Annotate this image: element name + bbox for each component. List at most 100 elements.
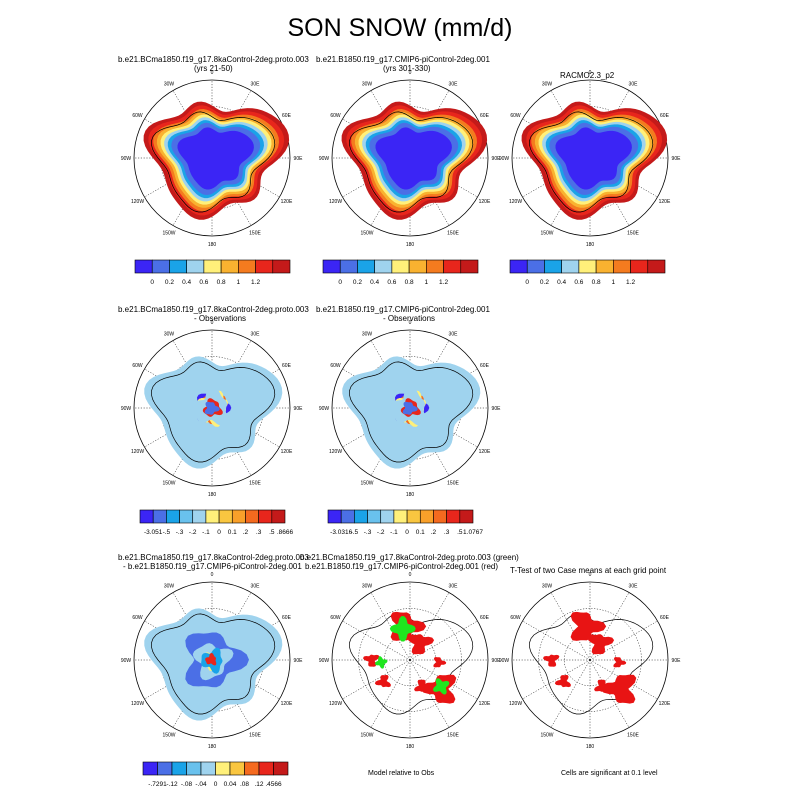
- longitude-label: 30W: [542, 82, 553, 88]
- colorbar-label: -.5: [163, 529, 171, 536]
- colorbar-label: 1.0767: [463, 529, 483, 536]
- colorbar-label: .4566: [265, 781, 282, 788]
- map-boundary: [133, 79, 291, 237]
- colorbar-label: -.2: [189, 529, 197, 536]
- colorbar-box: [238, 259, 256, 274]
- longitude-label: 180: [586, 744, 595, 750]
- longitude-label: 180: [208, 744, 217, 750]
- colorbar-panel-4: -3.051 -.5 -.3 -.2 -.1 0 0.1 .2 .3 .5.8666: [139, 509, 294, 536]
- longitude-label: 60W: [330, 113, 341, 119]
- colorbar-box: [157, 761, 173, 776]
- meridian-line: [144, 368, 213, 409]
- colorbar-box: [433, 509, 447, 524]
- longitude-label: 0: [211, 572, 214, 578]
- colorbar-label: .3: [256, 529, 262, 536]
- meridian-line: [342, 620, 411, 661]
- longitude-label: 180: [586, 242, 595, 248]
- longitude-label: 30E: [629, 584, 639, 590]
- longitude-label: 60E: [480, 615, 490, 621]
- longitude-label: 90W: [121, 156, 132, 162]
- coastline: [151, 613, 276, 715]
- sig-red-region: [433, 657, 447, 668]
- meridian-line: [589, 659, 630, 728]
- longitude-label: 30E: [449, 82, 459, 88]
- panel-6-title: b.e21.BCma1850.f19_g17.8kaControl-2deg.p…: [118, 553, 309, 571]
- longitude-label: 150W: [360, 230, 373, 236]
- meridian-line: [550, 157, 591, 226]
- meridian-line: [409, 407, 478, 448]
- latitude-circle: [538, 608, 642, 712]
- longitude-label: 60W: [330, 363, 341, 369]
- meridian-line: [172, 157, 213, 226]
- longitude-label: 150W: [540, 230, 553, 236]
- panel-3-title: RACMO2.3_p2: [560, 71, 615, 80]
- colorbar-box: [460, 259, 479, 274]
- meridian-line: [211, 659, 252, 728]
- colorbar-label: -3.0316: [330, 529, 352, 536]
- meridian-line: [144, 659, 213, 700]
- sig-red-region: [600, 674, 637, 704]
- colorbar-box: [244, 761, 260, 776]
- longitude-label: 90W: [319, 406, 330, 412]
- colorbar-label: 0.1: [416, 529, 425, 536]
- coastline: [151, 361, 276, 463]
- colorbar-label: .2: [431, 529, 437, 536]
- longitude-label: 90E: [492, 658, 502, 664]
- meridian-line: [144, 407, 213, 448]
- colorbar-label: 1: [612, 279, 616, 286]
- longitude-label: 180: [406, 744, 415, 750]
- longitude-label: 120W: [329, 701, 342, 707]
- colorbar-label: 0.04: [224, 781, 237, 788]
- meridian-line: [172, 659, 213, 728]
- sig-red-region: [374, 675, 391, 688]
- colorbar-label: -.1: [202, 529, 210, 536]
- significance-caption: Cells are significant at 0.1 level: [561, 770, 658, 777]
- colorbar-label: -3.051: [144, 529, 163, 536]
- colorbar-box: [200, 761, 216, 776]
- longitude-label: 150W: [162, 732, 175, 738]
- longitude-label: 30E: [251, 82, 261, 88]
- colorbar-label: -.08: [181, 781, 193, 788]
- longitude-label: 90W: [499, 658, 510, 664]
- colorbar-box: [340, 509, 355, 524]
- map-boundary: [331, 79, 489, 237]
- meridian-line: [409, 592, 450, 661]
- map-boundary: [331, 581, 489, 739]
- colorbar-label: .5: [457, 529, 463, 536]
- colorbar-label: 0: [150, 279, 154, 286]
- longitude-label: 60W: [510, 113, 521, 119]
- colorbar-label: 0: [217, 529, 221, 536]
- longitude-label: 120W: [131, 199, 144, 205]
- longitude-label: 0: [211, 70, 214, 76]
- colorbar-label: -.1: [390, 529, 398, 536]
- colorbar-box: [220, 259, 239, 274]
- meridian-line: [409, 659, 450, 728]
- sig-red-region: [586, 634, 615, 655]
- colorbar-box: [509, 259, 528, 274]
- colorbar-label: -.3: [176, 529, 184, 536]
- meridian-line: [589, 157, 658, 198]
- meridian-line: [211, 90, 252, 159]
- meridian-line: [589, 157, 630, 226]
- coastline: [349, 613, 474, 715]
- colorbar-label: 0: [214, 781, 218, 788]
- meridian-line: [172, 407, 213, 476]
- sig-red-region: [414, 679, 431, 692]
- sig-red-region: [554, 675, 571, 688]
- colorbar-label: 1.2: [439, 279, 448, 286]
- colorbar-label: 0.8: [405, 279, 414, 286]
- longitude-label: 30E: [629, 82, 639, 88]
- colorbar-label: 0.2: [353, 279, 362, 286]
- colorbar-box: [169, 259, 187, 274]
- longitude-label: 0: [409, 572, 412, 578]
- colorbar-box: [647, 259, 666, 274]
- longitude-label: 90E: [672, 658, 682, 664]
- meridian-line: [589, 90, 630, 159]
- colorbar-label: -.7291: [148, 781, 167, 788]
- longitude-label: 30E: [449, 584, 459, 590]
- colorbar-box: [544, 259, 562, 274]
- meridian-line: [172, 592, 213, 661]
- colorbar-box: [446, 509, 461, 524]
- meridian-line: [211, 407, 280, 448]
- meridian-line: [409, 407, 450, 476]
